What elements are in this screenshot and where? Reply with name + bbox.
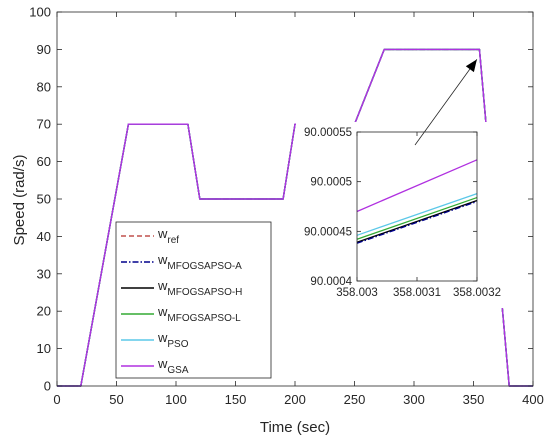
x-tick-label: 250 [344, 392, 366, 407]
inset-plot: 358.003 358.0031 358.0032 90.0004 90.00045 90… [296, 122, 522, 308]
legend-box [115, 221, 272, 379]
x-tick-label: 150 [225, 392, 247, 407]
inset-x-tick-label: 358.0032 [453, 287, 501, 299]
x-tick-label: 100 [165, 392, 187, 407]
inset-y-tick-label: 90.0004 [310, 276, 352, 288]
zoom-arrow [414, 59, 478, 146]
y-tick-label: 20 [37, 304, 51, 319]
y-tick-label: 70 [37, 117, 51, 132]
x-tick-label: 0 [53, 392, 60, 407]
legend-entry-ref: wref [157, 226, 179, 246]
inset-series-line-mfogsapso-l [356, 196, 478, 240]
inset-x-tick-label: 358.0031 [393, 287, 441, 299]
zoom-arrow-line [414, 59, 478, 146]
inset-series-line-mfogsapso-a [356, 200, 478, 244]
y-tick-label: 100 [29, 5, 51, 20]
x-tick-label: 200 [284, 392, 306, 407]
y-tick-label: 80 [37, 79, 51, 94]
legend-entry-pso: wPSO [157, 330, 189, 350]
zoom-arrow-head [465, 59, 477, 73]
inset-series-line-pso [356, 192, 478, 236]
inset-y-tick-label: 90.0005 [310, 177, 352, 189]
legend: wref wMFOGSAPSO-A wMFOGSAPSO-H wMFOGSAPSO-L… [115, 221, 272, 379]
y-tick-label: 60 [37, 154, 51, 169]
inset-y-tick-label: 90.00055 [304, 127, 352, 139]
y-tick-label: 10 [37, 341, 51, 356]
inset-plot-area [357, 132, 477, 281]
y-axis-label: Speed (rad/s) [11, 155, 28, 246]
y-tick-label: 30 [37, 266, 51, 281]
legend-entry-mfogsapso-h: wMFOGSAPSO-H [157, 278, 242, 298]
inset-y-tick-label: 90.00045 [304, 226, 352, 238]
x-tick-label: 350 [463, 392, 485, 407]
x-tick-label: 50 [109, 392, 123, 407]
inset-x-tick-label: 358.003 [336, 287, 378, 299]
y-tick-label: 90 [37, 42, 51, 57]
y-tick-label: 0 [44, 379, 51, 394]
inset-series-line-gsa [356, 159, 478, 213]
y-tick-label: 40 [37, 229, 51, 244]
x-tick-label: 400 [522, 392, 544, 407]
inset-series-line-mfogsapso-h [356, 199, 478, 243]
series-line-gsa [57, 48, 533, 387]
x-tick-label: 300 [403, 392, 425, 407]
y-tick-label: 50 [37, 192, 51, 207]
legend-entry-gsa: wGSA [157, 356, 189, 376]
legend-entry-mfogsapso-l: wMFOGSAPSO-L [157, 304, 241, 324]
legend-entry-mfogsapso-a: wMFOGSAPSO-A [157, 252, 242, 272]
x-axis-label: Time (sec) [260, 419, 330, 436]
